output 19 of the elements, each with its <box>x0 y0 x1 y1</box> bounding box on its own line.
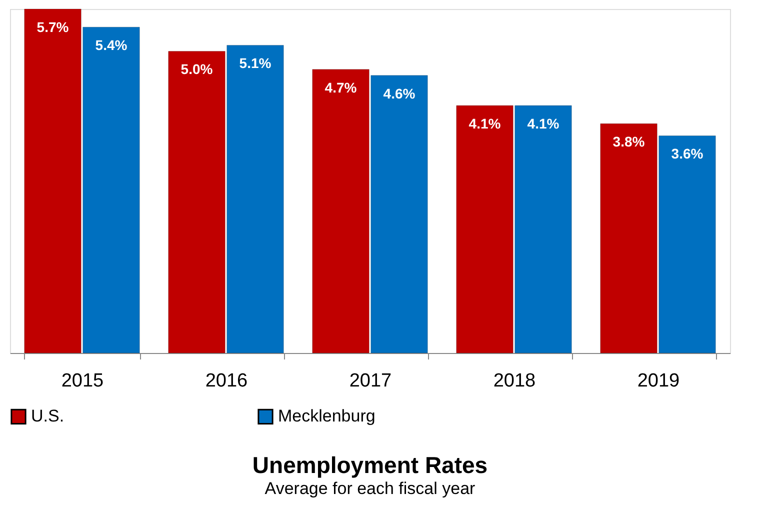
x-tick-label: 2016 <box>205 370 248 392</box>
x-tick-label: 2018 <box>493 370 536 392</box>
x-tick-label: 2019 <box>637 370 680 392</box>
data-label: 5.4% <box>95 37 128 54</box>
text: Average for each fiscal year <box>264 479 476 498</box>
text: Unemployment Rates <box>252 452 488 478</box>
data-label: 4.6% <box>383 85 416 102</box>
data-label: 5.1% <box>239 55 272 72</box>
data-label: 5.7% <box>36 19 70 35</box>
data-label: 4.1% <box>468 116 502 132</box>
data-label: 3.8% <box>612 134 646 150</box>
data-label: 4.7% <box>324 79 358 96</box>
x-tick-label: 2017 <box>349 370 392 392</box>
x-tick-label: 2015 <box>61 370 104 392</box>
data-label: 4.1% <box>527 116 560 132</box>
data-label: 5.0% <box>180 61 214 78</box>
legend-label: Mecklenburg <box>278 406 376 426</box>
data-label: 3.6% <box>671 146 704 162</box>
legend-label: U.S. <box>31 406 64 426</box>
